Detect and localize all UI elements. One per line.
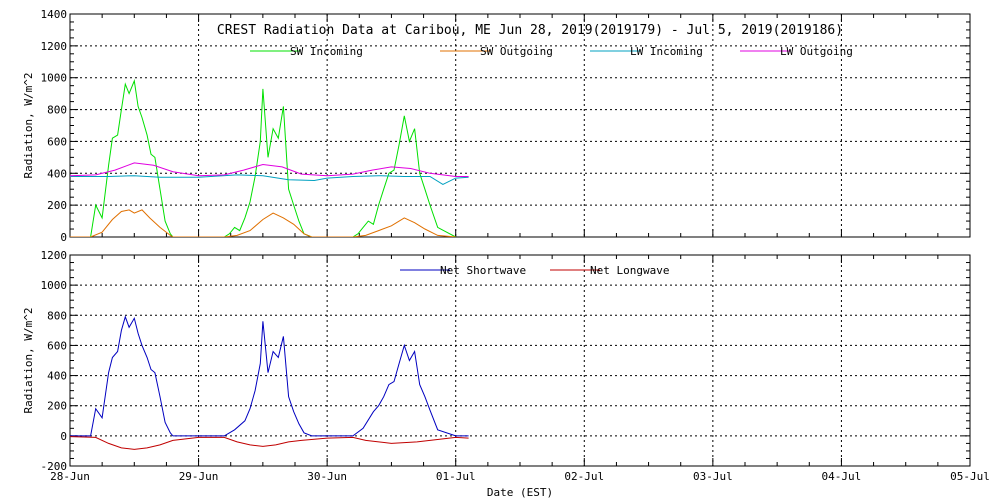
x-tick-label: 03-Jul: [693, 470, 733, 483]
y-axis-label: Radiation, W/m^2: [22, 73, 35, 179]
x-tick-label: 01-Jul: [436, 470, 476, 483]
lower-panel: -200 0 200 400 600 800 1000 1200 28-Jun 29-Jun 30-…: [22, 249, 990, 499]
y-tick-label: 0: [60, 231, 67, 244]
legend-label-lw-incoming: LW Incoming: [630, 45, 703, 58]
legend-label-net-longwave: Net Longwave: [590, 264, 669, 277]
y-tick-label: 600: [47, 339, 67, 352]
plot-frame: [69, 254, 971, 467]
legend-label-net-shortwave: Net Shortwave: [440, 264, 526, 277]
x-tick-label: 02-Jul: [564, 470, 604, 483]
y-tick-label: 400: [47, 167, 67, 180]
x-tick-label: 29-Jun: [179, 470, 219, 483]
y-tick-label: 600: [47, 135, 67, 148]
x-tick-label: 05-Jul: [950, 470, 990, 483]
y-tick-label: 400: [47, 370, 67, 383]
series-line-net-shortwave: [70, 315, 469, 437]
y-tick-label: -200: [41, 460, 68, 473]
y-tick-label: 1400: [41, 8, 68, 21]
y-tick-label: 800: [47, 309, 67, 322]
legend-label-sw-outgoing: SW Outgoing: [480, 45, 553, 58]
y-tick-label: 200: [47, 199, 67, 212]
legend-label-lw-outgoing: LW Outgoing: [780, 45, 853, 58]
legend-label-sw-incoming: SW Incoming: [290, 45, 363, 58]
series-line-net-longwave: [70, 436, 469, 450]
y-tick-label: 800: [47, 104, 67, 117]
x-tick-label: 28-Jun: [50, 470, 90, 483]
y-tick-label: 0: [60, 430, 67, 443]
y-tick-label: 1000: [41, 279, 68, 292]
series-line-sw-incoming: [70, 79, 456, 237]
y-tick-label: 1200: [41, 249, 68, 262]
x-axis-label: Date (EST): [487, 486, 553, 499]
x-tick-label: 30-Jun: [307, 470, 347, 483]
y-tick-label: 1000: [41, 72, 68, 85]
chart-title: CREST Radiation Data at Caribou, ME Jun …: [217, 23, 843, 38]
y-tick-label: 200: [47, 400, 67, 413]
series-line-lw-incoming: [70, 174, 469, 185]
upper-panel: 0 200 400 600 800 1000 1200 1400 Radiation, W/m^…: [22, 8, 971, 244]
x-tick-label: 04-Jul: [822, 470, 862, 483]
series-line-sw-outgoing: [70, 209, 456, 237]
y-axis-label: Radiation, W/m^2: [22, 308, 35, 414]
series-line-lw-outgoing: [70, 162, 469, 177]
y-tick-label: 1200: [41, 40, 68, 53]
